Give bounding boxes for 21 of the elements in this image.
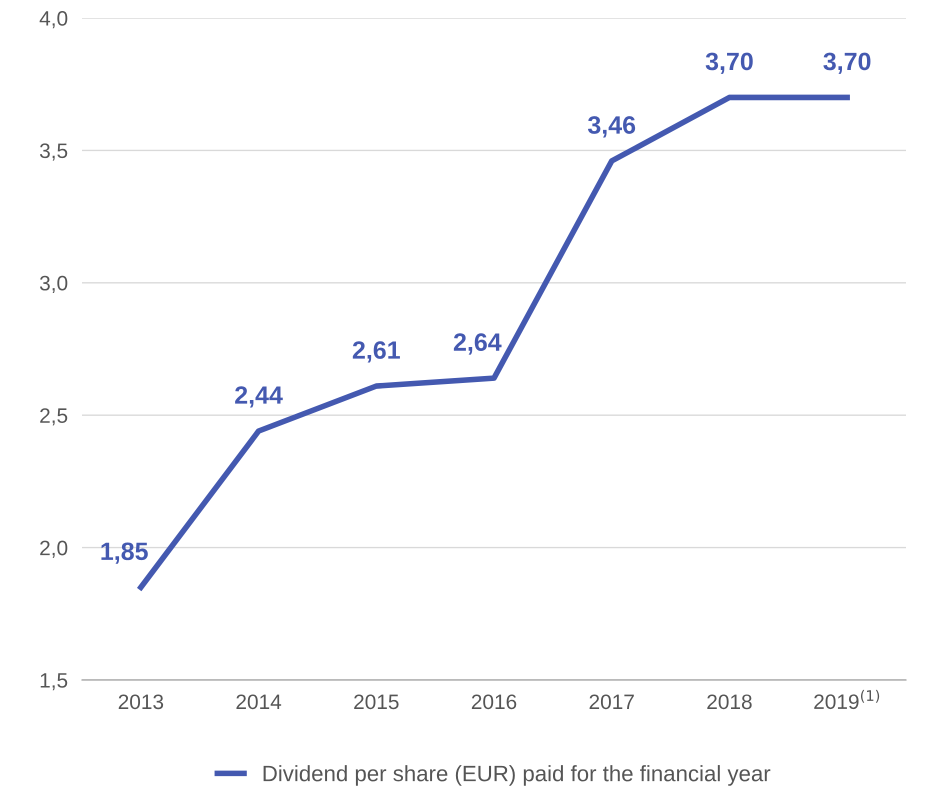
x-tick-label: 2019$^{(1)}$	[814, 690, 880, 710]
data-label: 3,70	[706, 52, 753, 74]
data-label: 2,61	[352, 341, 400, 363]
y-tick-label: 1,5	[40, 673, 68, 690]
x-tick-label: 2016	[472, 694, 516, 710]
x-tick-label: 2017	[590, 694, 634, 710]
data-label: 3,46	[588, 116, 636, 138]
y-tick-label: 3,5	[40, 143, 68, 161]
legend-label: Dividend per share (EUR) paid for the financial year	[264, 765, 770, 786]
data-label: 2,64	[454, 333, 502, 355]
y-tick-label: 2,0	[40, 540, 68, 558]
x-tick-label: 2018	[707, 694, 752, 710]
x-tick-label: 2013	[118, 694, 164, 710]
data-label: 2,44	[235, 386, 283, 408]
x-tick-label: 2015	[354, 694, 399, 710]
y-tick-label: 2,5	[40, 408, 68, 426]
y-tick-label: 4,0	[40, 11, 68, 28]
x-tick-label: 2014	[236, 694, 282, 710]
data-label: 1,85	[101, 542, 148, 564]
y-tick-label: 3,0	[40, 276, 68, 294]
data-label: 3,70	[823, 52, 870, 74]
